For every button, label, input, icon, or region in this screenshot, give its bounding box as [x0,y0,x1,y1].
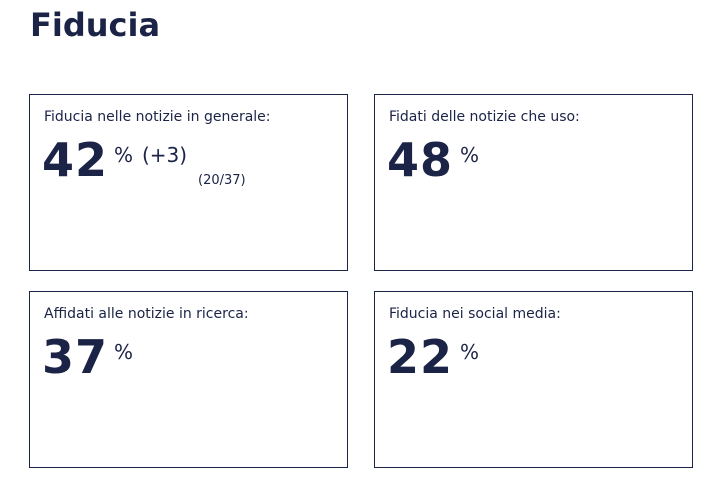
stat-unit: % [114,143,134,167]
stat-card-trust-news-general: Fiducia nelle notizie in generale: 42 % … [29,94,348,271]
stat-card-trust-social-media: Fiducia nei social media: 22 % [374,291,693,468]
page-title: Fiducia [30,6,161,44]
stat-card-trust-news-in-search: Affidati alle notizie in ricerca: 37 % [29,291,348,468]
stat-card-trust-news-i-use: Fidati delle notizie che uso: 48 % [374,94,693,271]
stat-unit: % [114,340,134,364]
stat-rank: (20/37) [198,173,246,188]
stat-value: 37 [42,330,109,384]
stat-label: Affidati alle notizie in ricerca: [44,306,249,322]
stat-label: Fiducia nelle notizie in generale: [44,109,271,125]
stat-value: 48 [387,133,454,187]
stat-change: (+3) [142,143,188,167]
stat-label: Fiducia nei social media: [389,306,561,322]
stat-value: 22 [387,330,454,384]
stat-unit: % [460,340,480,364]
stat-label: Fidati delle notizie che uso: [389,109,580,125]
stat-unit: % [460,143,480,167]
stat-value: 42 [42,133,109,187]
